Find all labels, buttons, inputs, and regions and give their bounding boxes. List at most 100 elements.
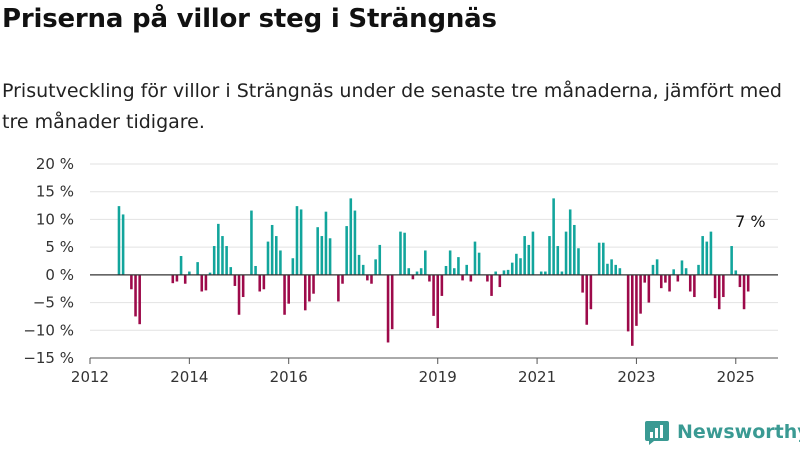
y-axis: 20 % 15 % 10 % 5 % 0 % −5 % −10 % −15 %: [23, 155, 74, 367]
x-tick-label: 2012: [71, 368, 109, 386]
x-tick-label: 2019: [419, 368, 457, 386]
bar: [399, 231, 402, 275]
x-tick-label: 2016: [270, 368, 308, 386]
bar: [341, 274, 344, 284]
x-tick-label: 2014: [170, 368, 208, 386]
bar: [606, 263, 609, 275]
bar: [738, 274, 742, 288]
bar: [742, 274, 746, 310]
bar: [655, 259, 659, 275]
bar: [676, 274, 680, 282]
bar: [183, 274, 187, 284]
bar: [117, 206, 121, 275]
bar: [602, 242, 605, 275]
bar: [597, 242, 601, 275]
bar: [254, 265, 257, 275]
newsworthy-logo-icon: [645, 421, 669, 445]
y-tick-label: 0 %: [45, 266, 74, 284]
bar: [303, 274, 307, 311]
bar: [390, 274, 394, 330]
bar: [312, 274, 315, 294]
bar: [498, 274, 502, 288]
bar: [386, 274, 390, 343]
bar: [556, 246, 560, 275]
bar: [531, 231, 535, 275]
bar: [672, 269, 675, 275]
bar: [440, 274, 444, 296]
bar: [614, 264, 618, 275]
bar: [212, 246, 216, 275]
bar: [357, 254, 361, 275]
brand-name: Newsworthy: [677, 421, 800, 443]
bar: [573, 224, 576, 275]
bar: [701, 236, 704, 275]
bar: [283, 274, 286, 315]
bar: [717, 274, 721, 310]
bar: [618, 268, 622, 275]
bar: [138, 274, 141, 325]
bar: [647, 274, 651, 303]
bar: [709, 231, 713, 275]
bar: [171, 274, 175, 284]
bar: [684, 268, 688, 275]
bar: [316, 227, 319, 275]
bar: [233, 274, 237, 286]
bar: [217, 223, 220, 275]
bar: [730, 246, 733, 275]
bar: [564, 231, 568, 275]
bar: [204, 274, 208, 291]
bar: [345, 226, 348, 275]
bar: [705, 241, 709, 275]
y-tick-label: 15 %: [36, 183, 74, 201]
chart-title: Priserna på villor steg i Strängnäs: [2, 4, 497, 34]
bar: [668, 274, 671, 292]
bar: [548, 236, 551, 275]
bar: [258, 274, 262, 292]
bar: [411, 274, 415, 280]
bar: [378, 244, 382, 275]
bar: [515, 253, 518, 275]
bar: [519, 258, 522, 275]
bar: [270, 224, 274, 275]
bar: [432, 274, 435, 316]
bar: [419, 268, 423, 275]
y-tick-label: −5 %: [33, 294, 74, 312]
bar: [664, 274, 667, 283]
bar: [130, 274, 133, 290]
y-tick-label: 5 %: [45, 238, 74, 256]
bar: [403, 232, 406, 275]
bar: [457, 257, 460, 275]
bar: [697, 264, 700, 275]
bar: [196, 262, 199, 275]
bars: [117, 198, 750, 346]
bar: [544, 271, 547, 275]
bar: [527, 244, 531, 275]
bar: [328, 238, 332, 275]
bar: [320, 236, 324, 275]
bar: [324, 211, 328, 275]
bar: [266, 241, 270, 275]
bar: [308, 274, 311, 302]
bar: [746, 274, 750, 292]
grid-lines: [90, 163, 778, 359]
bar: [639, 274, 642, 314]
y-tick-label: −15 %: [23, 349, 74, 367]
y-tick-label: −10 %: [23, 321, 74, 339]
bar: [523, 236, 526, 275]
bar: [424, 250, 427, 275]
bar: [589, 274, 593, 310]
bar: [436, 274, 440, 329]
bar: [241, 274, 245, 298]
bar: [370, 274, 373, 284]
x-axis: 2012 2014 2016 2019 2021 2023 2025: [71, 358, 755, 386]
bar: [374, 259, 377, 275]
bar: [631, 274, 634, 346]
bar: [693, 274, 696, 298]
bar: [713, 274, 717, 299]
bar: [121, 214, 125, 275]
bar: [494, 271, 497, 275]
bar: [448, 250, 452, 275]
bar: [221, 236, 224, 275]
bar: [560, 271, 564, 275]
bar: [175, 274, 179, 282]
